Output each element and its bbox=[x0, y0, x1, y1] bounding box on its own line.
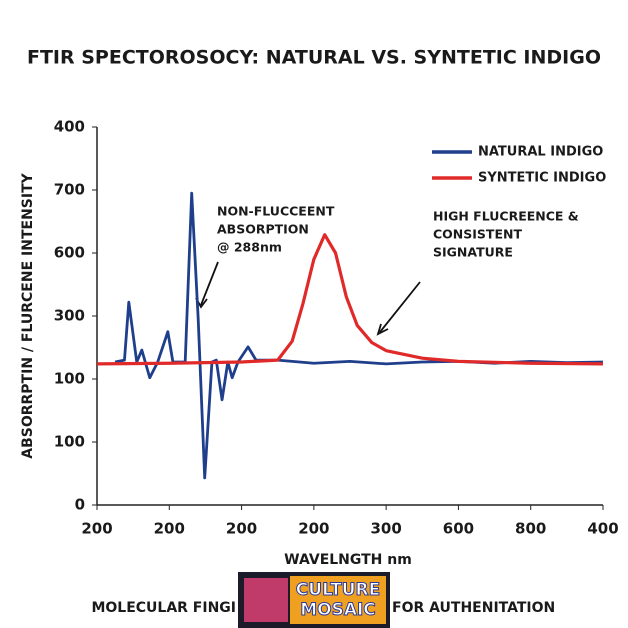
y-tick-label: 700 bbox=[54, 181, 85, 199]
x-tick-label: 400 bbox=[587, 520, 618, 538]
annotation: ABSORPTION bbox=[217, 222, 309, 237]
x-tick-label: 800 bbox=[515, 520, 546, 538]
footer-text: FOR AUTHENITATION bbox=[392, 600, 555, 616]
logo-icon bbox=[244, 578, 288, 622]
arrows bbox=[195, 261, 421, 336]
annotation: SIGNATURE bbox=[433, 245, 513, 260]
logo-text: CULTURE bbox=[296, 580, 380, 600]
x-tick-label: 200 bbox=[81, 520, 112, 538]
x-axis-label: WAVELNGTH nm bbox=[284, 552, 412, 568]
annotation: @ 288nm bbox=[217, 240, 282, 255]
y-tick-label: 300 bbox=[54, 307, 85, 325]
y-tick-label: 600 bbox=[54, 244, 85, 262]
annotation: NON-FLUCCEENT bbox=[217, 204, 335, 219]
legend-label: NATURAL INDIGO bbox=[478, 145, 603, 160]
y-tick-label: 0 bbox=[75, 496, 85, 514]
legend-label: SYNTETIC INDIGO bbox=[478, 171, 606, 186]
logo-text: MOSAIC bbox=[300, 600, 376, 620]
line-series bbox=[96, 233, 604, 366]
logo-band bbox=[290, 576, 386, 624]
annotation: CONSISTENT bbox=[433, 227, 522, 242]
x-tick-label: 200 bbox=[226, 520, 257, 538]
x-tick-label: 600 bbox=[443, 520, 474, 538]
chart-title: FTIR SPECTOROSOCY: NATURAL VS. SYNTETIC … bbox=[27, 47, 601, 69]
line-series bbox=[114, 191, 604, 480]
footer-text: MOLECULAR FINGI bbox=[91, 600, 236, 616]
x-tick-label: 200 bbox=[154, 520, 185, 538]
y-axis-label: ABSORRPTIN / FLURCENE INTENSITY bbox=[20, 172, 36, 458]
x-tick-label: 300 bbox=[370, 520, 401, 538]
x-tick-label: 200 bbox=[298, 520, 329, 538]
y-tick-label: 100 bbox=[54, 433, 85, 451]
y-tick-label: 400 bbox=[54, 118, 85, 136]
annotation: HIGH FLUCREENCE & bbox=[433, 209, 579, 224]
y-tick-label: 100 bbox=[54, 370, 85, 388]
